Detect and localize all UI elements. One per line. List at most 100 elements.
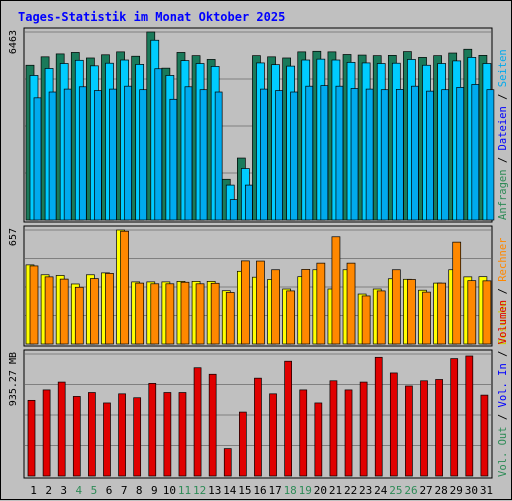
bar-volumen-7	[118, 393, 126, 477]
bar-seiten-8	[139, 89, 148, 221]
bar-seiten-9	[154, 68, 163, 221]
bar-seiten-4	[78, 86, 87, 221]
x-tick-label: 3	[60, 484, 67, 497]
panel-volume: 935.27 MB	[8, 349, 493, 479]
x-tick-label: 13	[208, 484, 221, 497]
bar-rechner-28	[437, 282, 446, 345]
bar-volumen-15	[239, 411, 247, 477]
bar-seiten-29	[456, 87, 465, 221]
x-tick-label: 17	[268, 484, 281, 497]
bar-seiten-25	[395, 89, 404, 221]
x-tick-label: 14	[223, 484, 237, 497]
bar-volumen-5	[88, 392, 96, 477]
panel-visits: 657	[8, 225, 493, 347]
bar-volumen-6	[103, 402, 111, 477]
x-tick-label: 25	[389, 484, 402, 497]
bar-volumen-21	[329, 380, 338, 477]
bar-seiten-13	[214, 91, 223, 221]
bar-volumen-31	[480, 394, 489, 477]
x-tick-label: 19	[299, 484, 312, 497]
bar-seiten-1	[33, 97, 42, 221]
bar-seiten-18	[290, 91, 298, 221]
bar-rechner-5	[90, 278, 99, 345]
bar-rechner-27	[422, 291, 431, 345]
y-max-label: 6463	[8, 30, 19, 54]
x-tick-label: 22	[344, 484, 357, 497]
chart-title: Tages-Statistik im Monat Oktober 2025	[18, 10, 285, 24]
bar-seiten-20	[320, 85, 329, 221]
bar-volumen-26	[405, 385, 413, 477]
x-axis: 1 2 3 4 5 6 7 8 9 10 11 12 13 14 15 16 17 18 19 20 21 22 23 24 2…	[30, 484, 493, 497]
x-tick-label: 18	[284, 484, 297, 497]
bar-volumen-2	[42, 389, 51, 477]
bar-rechner-29	[452, 241, 462, 345]
x-tick-label: 10	[163, 484, 176, 497]
y-max-label: 657	[8, 228, 19, 246]
bar-volumen-10	[163, 392, 172, 477]
bar-volumen-13	[208, 373, 217, 477]
panel-requests: 6463	[8, 27, 495, 223]
bar-rechner-12	[195, 283, 205, 345]
bar-volumen-3	[57, 381, 66, 477]
x-tick-label: 16	[253, 484, 266, 497]
bar-rechner-26	[407, 279, 416, 345]
x-tick-label: 23	[359, 484, 372, 497]
bar-rechner-30	[467, 280, 477, 345]
bar-seiten-17	[275, 90, 283, 221]
x-tick-label: 2	[45, 484, 52, 497]
bar-rechner-11	[180, 281, 190, 345]
bar-rechner-17	[271, 269, 280, 345]
bar-volumen-14	[223, 448, 232, 477]
bar-volumen-17	[269, 393, 277, 477]
bar-rechner-24	[376, 290, 386, 345]
x-tick-label: 30	[465, 484, 478, 497]
x-tick-label: 31	[480, 484, 493, 497]
bar-seiten-5	[94, 90, 102, 221]
bar-seiten-7	[124, 85, 132, 221]
bar-seiten-6	[109, 88, 117, 221]
bar-seiten-19	[305, 85, 314, 221]
bar-volumen-28	[435, 379, 443, 477]
x-tick-label: 27	[419, 484, 432, 497]
bar-seiten-11	[184, 86, 193, 221]
legend-labels: Anfragen / Dateien / Seiten Besuche / Rec…	[497, 49, 509, 477]
x-tick-label: 4	[76, 484, 83, 497]
bar-seiten-10	[169, 98, 178, 221]
x-tick-label: 9	[151, 484, 158, 497]
bar-seiten-27	[426, 90, 434, 221]
bar-volumen-12	[193, 367, 202, 477]
legend-label: Anfragen / Dateien / Seiten	[497, 49, 509, 220]
bar-rechner-20	[316, 262, 326, 345]
bar-volumen-4	[72, 396, 81, 477]
x-tick-label: 11	[178, 484, 191, 497]
legend-label: Besuche / Rechner	[497, 238, 509, 346]
bar-rechner-6	[105, 273, 114, 345]
x-tick-label: 8	[136, 484, 143, 497]
x-tick-label: 12	[193, 484, 206, 497]
bar-seiten-21	[335, 85, 344, 221]
bar-seiten-24	[380, 89, 389, 221]
bar-rechner-1	[29, 265, 39, 345]
bar-seiten-12	[199, 89, 208, 221]
y-max-label: 935.27 MB	[8, 352, 19, 406]
bar-seiten-15	[245, 184, 253, 221]
bar-rechner-19	[301, 269, 311, 345]
bar-seiten-23	[365, 88, 374, 221]
legend-label: Vol. Out / Vol. In / Volumen	[497, 300, 509, 477]
bar-rechner-14	[225, 292, 235, 345]
bar-volumen-16	[254, 377, 262, 477]
bar-volumen-8	[133, 397, 142, 477]
bar-rechner-13	[210, 282, 220, 345]
bar-seiten-26	[411, 85, 419, 221]
bar-rechner-9	[150, 283, 160, 345]
bar-rechner-2	[44, 276, 54, 345]
bar-rechner-18	[286, 290, 295, 345]
x-tick-label: 29	[450, 484, 463, 497]
bar-volumen-9	[148, 383, 157, 477]
bar-seiten-30	[471, 84, 480, 221]
bar-volumen-27	[420, 380, 428, 477]
bar-volumen-18	[284, 360, 292, 477]
bar-seiten-28	[441, 89, 449, 221]
